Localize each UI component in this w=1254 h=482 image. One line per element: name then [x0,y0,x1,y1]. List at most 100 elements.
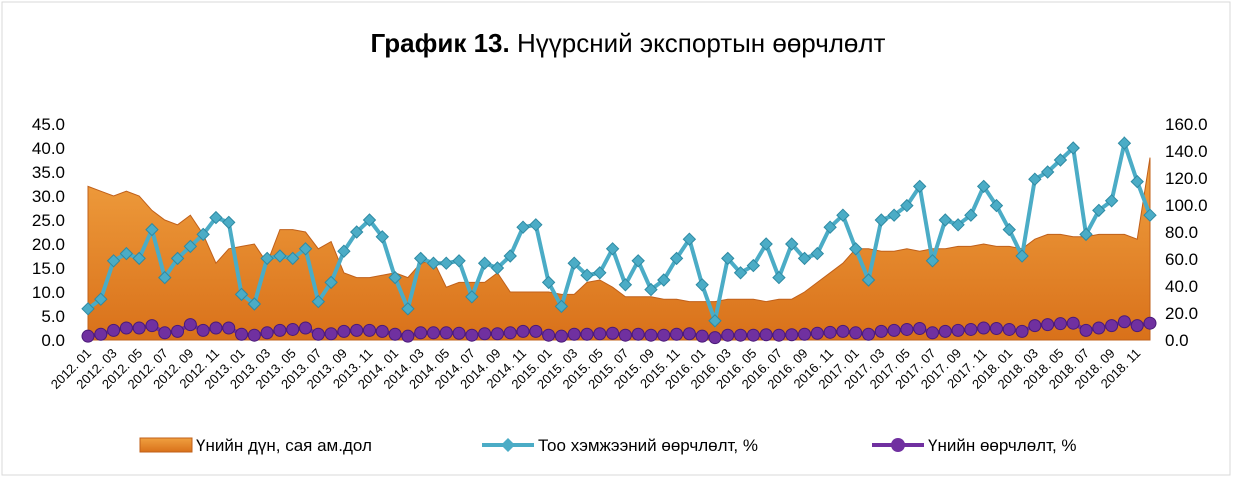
marker [183,239,198,254]
marker [618,328,632,342]
marker [593,327,607,341]
marker [503,326,517,340]
marker [273,249,287,263]
marker [235,327,249,341]
marker [388,270,402,285]
y-tick-label: 35.0 [32,163,65,182]
y-tick-label: 15.0 [32,259,65,278]
marker [925,326,939,340]
marker [849,326,863,340]
legend-swatch [139,437,193,453]
y-tick-label: 10.0 [32,283,65,302]
y2-tick-label: 20.0 [1165,304,1198,323]
legend-label: Үнийн дүн, сая ам.дол [196,436,372,455]
marker [1040,165,1055,179]
marker [375,230,389,244]
area [87,157,1151,341]
marker [644,328,658,342]
marker [1066,316,1080,330]
marker [426,326,440,340]
marker [887,208,901,222]
marker [989,321,1003,335]
marker [977,321,991,335]
y-tick-label: 25.0 [32,211,65,230]
marker [119,246,134,261]
marker [785,328,799,342]
marker [708,331,722,345]
marker [759,328,773,342]
marker [529,218,543,232]
marker [580,268,594,282]
y2-tick-label: 0.0 [1165,331,1189,350]
marker [836,324,850,338]
marker [606,326,620,340]
marker [567,327,581,341]
marker [836,208,850,222]
marker [298,242,313,256]
marker [797,251,812,266]
marker [299,321,313,335]
marker [413,251,428,266]
legend-marker [891,438,905,452]
marker [938,324,952,338]
marker [746,258,761,273]
marker [567,256,581,270]
marker [938,213,952,227]
y-tick-label: 45.0 [32,115,65,134]
marker [477,256,492,270]
marker [554,329,568,343]
y2-tick-label: 60.0 [1165,250,1198,269]
marker [362,323,376,337]
marker [337,324,351,338]
marker [324,275,338,290]
marker [1105,319,1119,333]
marker [106,254,121,268]
marker [759,237,773,251]
marker [401,329,415,343]
legend-label: Тоо хэмжээний өөрчлөлт, % [538,436,758,455]
marker [1117,315,1131,329]
marker [196,227,210,242]
marker [222,215,236,230]
marker [401,302,415,316]
marker [132,251,146,266]
marker [260,251,274,266]
marker [721,251,735,266]
marker [158,326,172,340]
marker [439,256,453,270]
marker [324,327,338,341]
marker [989,198,1004,213]
marker [900,322,914,336]
marker [388,327,402,341]
marker [644,282,658,297]
marker [1002,322,1016,336]
marker [887,323,901,337]
marker [478,327,492,341]
marker [772,270,786,285]
marker [912,179,927,194]
marker [1028,319,1042,333]
marker [670,327,684,341]
marker [1130,174,1144,189]
marker [273,323,287,337]
marker [170,251,185,266]
marker [145,319,159,333]
marker [247,297,262,311]
y2-tick-label: 140.0 [1165,142,1208,161]
marker [976,179,991,194]
marker [145,222,159,237]
marker [708,314,722,328]
marker [1015,249,1029,263]
marker [669,251,684,266]
legend-marker [501,438,515,452]
marker [695,278,709,292]
line [86,135,1152,329]
y2-tick-label: 40.0 [1165,277,1198,296]
marker [81,329,95,343]
marker [222,321,236,335]
marker [439,326,453,340]
marker [772,328,786,342]
marker [657,273,671,287]
marker [925,254,940,268]
marker [119,321,133,335]
